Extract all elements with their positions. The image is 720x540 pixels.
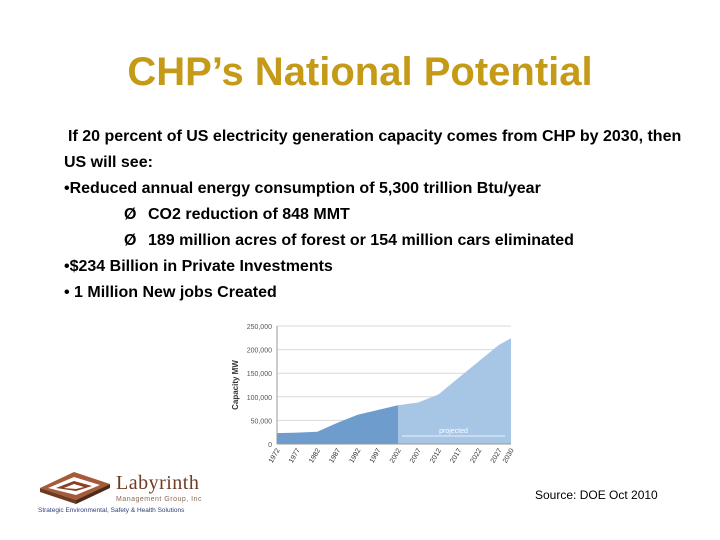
- x-tick-label: 1992: [349, 447, 363, 464]
- arrow-bullet-icon: Ø: [124, 232, 137, 249]
- x-tick-label: 1987: [328, 447, 342, 464]
- x-tick-label: 2022: [470, 447, 484, 464]
- y-tick-label: 200,000: [247, 348, 272, 355]
- company-logo: Labyrinth Management Group, Inc Strategi…: [38, 470, 238, 520]
- projected-area: [398, 338, 511, 444]
- labyrinth-logo-icon: [40, 472, 110, 504]
- sub-bullet-co2: Ø CO2 reduction of 848 MMT: [64, 202, 684, 228]
- x-tick-label: 2007: [409, 447, 423, 464]
- x-tick-label: 1977: [288, 447, 302, 464]
- intro-text: If 20 percent of US electricity generati…: [64, 128, 682, 171]
- bullet-jobs: • 1 Million New jobs Created: [64, 284, 277, 301]
- y-tick-label: 100,000: [247, 395, 272, 402]
- y-tick-label: 0: [268, 442, 272, 449]
- bullet-energy: •Reduced annual energy consumption of 5,…: [64, 180, 541, 197]
- historical-area: [277, 405, 399, 444]
- capacity-chart: 0 50,000 100,000 150,000 200,000 250,000 Capac…: [231, 324, 516, 464]
- x-tick-label: 2002: [389, 447, 403, 464]
- y-tick-label: 250,000: [247, 324, 272, 331]
- forest-text: 189 million acres of forest or 154 milli…: [148, 232, 574, 249]
- y-tick-label: 150,000: [247, 371, 272, 378]
- slide-title: CHP’s National Potential: [127, 50, 593, 94]
- x-tick-label: 1982: [308, 447, 322, 464]
- sub-bullet-forest: Ø 189 million acres of forest or 154 mill…: [64, 228, 684, 254]
- x-tick-label: 2030: [502, 447, 516, 464]
- bullet-investment: •$234 Billion in Private Investments: [64, 258, 333, 275]
- co2-text: CO2 reduction of 848 MMT: [148, 206, 350, 223]
- y-tick-label: 50,000: [251, 418, 273, 425]
- logo-subtitle: Management Group, Inc: [116, 496, 202, 503]
- logo-name: Labyrinth: [116, 472, 200, 494]
- logo-tagline: Strategic Environmental, Safety & Health…: [38, 507, 185, 514]
- x-tick-label: 2017: [449, 447, 463, 464]
- y-axis-label: Capacity MW: [231, 360, 240, 410]
- projected-annotation: projected: [439, 428, 468, 435]
- slide-body: If 20 percent of US electricity generati…: [64, 124, 684, 306]
- x-tick-label: 2012: [429, 447, 443, 464]
- x-tick-label: 1997: [369, 447, 383, 464]
- x-tick-label: 1972: [268, 447, 282, 464]
- source-citation: Source: DOE Oct 2010: [535, 488, 658, 502]
- arrow-bullet-icon: Ø: [124, 206, 137, 223]
